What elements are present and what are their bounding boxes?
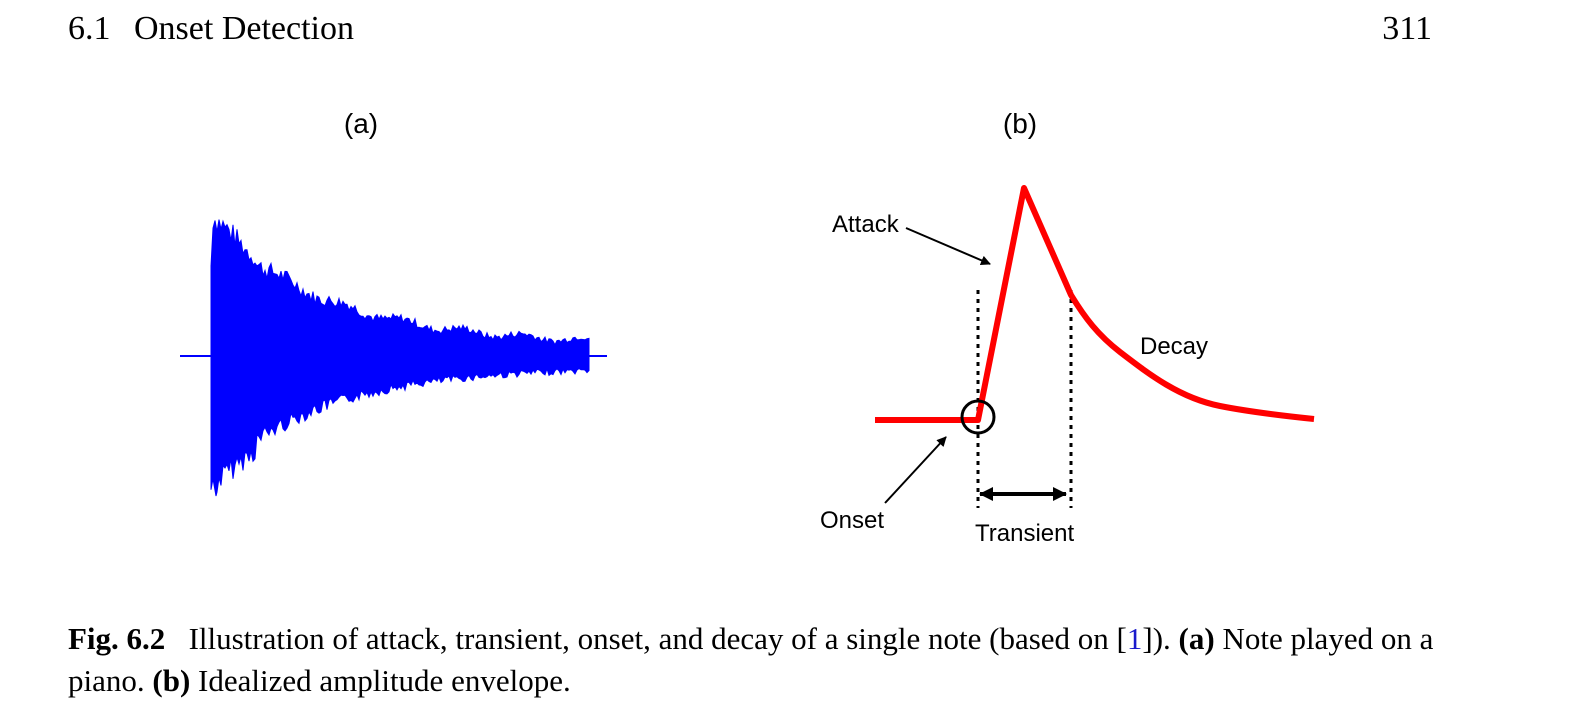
amplitude-envelope-diagram: Attack Decay Onset Transient (820, 185, 1315, 547)
caption-figure-label: Fig. 6.2 (68, 621, 166, 656)
caption-text-1: Illustration of attack, transient, onset… (188, 621, 1127, 656)
transient-label: Transient (975, 520, 1074, 547)
figure-6-2: (a) (b) Attack Decay Onset Transient (180, 108, 1315, 547)
caption-b-text: Idealized amplitude envelope. (198, 663, 571, 698)
onset-arrow (884, 436, 947, 504)
citation-link[interactable]: 1 (1126, 621, 1143, 656)
onset-label: Onset (820, 507, 884, 534)
waveform-envelope (210, 219, 590, 497)
panel-a-label: (a) (344, 108, 378, 139)
attack-label: Attack (832, 211, 900, 238)
onset-circle (960, 399, 996, 435)
caption-a-text: Note played on a piano. (68, 621, 1434, 698)
caption-a-label: (a) (1178, 621, 1215, 656)
panel-b-label: (b) (1003, 108, 1037, 139)
caption-text-2: ]). (1142, 621, 1171, 656)
running-head: 6.1 Onset Detection 311 (68, 10, 1432, 50)
figure-caption: Fig. 6.2 Illustration of attack, transie… (68, 618, 1458, 702)
page-number: 311 (1382, 10, 1432, 47)
piano-waveform (180, 219, 607, 497)
section-title: Onset Detection (134, 10, 354, 47)
attack-arrow (905, 227, 991, 266)
decay-label: Decay (1140, 333, 1208, 360)
caption-b-label: (b) (152, 663, 191, 698)
section-number: 6.1 (68, 10, 111, 47)
envelope-curve (875, 185, 1315, 423)
